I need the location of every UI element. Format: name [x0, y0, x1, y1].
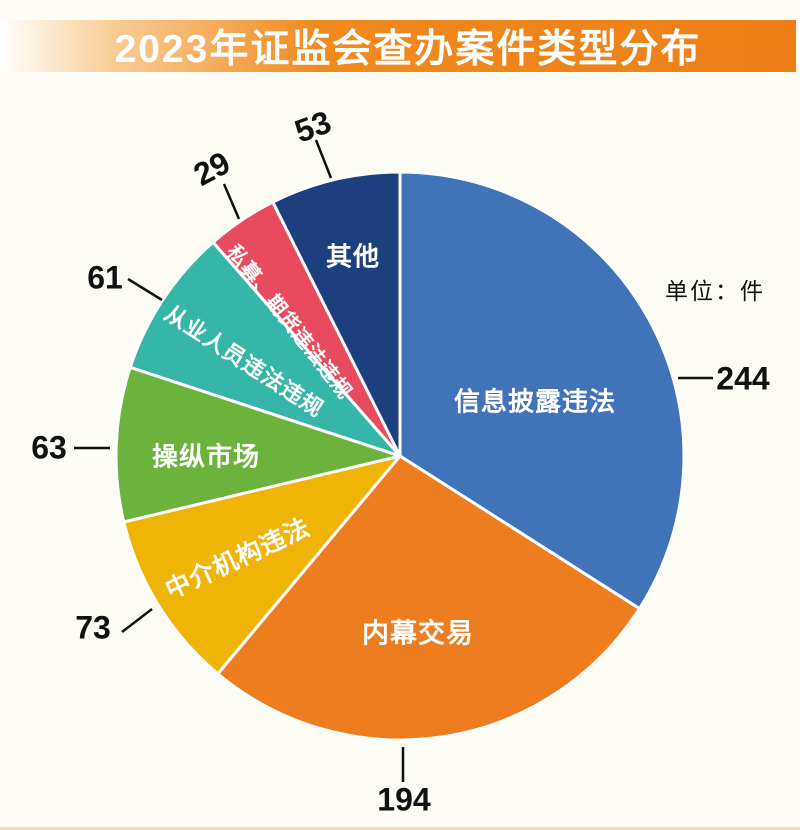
value-callout-practitioner-violation: 61 [87, 259, 123, 296]
leader-line [127, 277, 163, 302]
pie-slice-other [271, 170, 402, 458]
leader-line [222, 183, 241, 220]
value-callout-intermediary-violation: 73 [75, 609, 111, 646]
pie-label-other: 其他 [325, 241, 381, 272]
value-callout-market-manipulation: 63 [31, 429, 67, 466]
value-callout-information-disclosure: 244 [716, 360, 770, 397]
pie-label-information-disclosure: 信息披露违法 [453, 386, 617, 417]
leader-line [121, 608, 153, 633]
leader-line [314, 139, 333, 179]
pie-label-market-manipulation: 操纵市场 [151, 441, 261, 472]
pie-label-insider-trading: 内幕交易 [362, 618, 474, 649]
title-banner: 2023年证监会查办案件类型分布 [0, 20, 796, 72]
pie-slice-insider-trading [216, 454, 641, 742]
pie-slice-intermediary-violation [122, 454, 402, 676]
unit-note: 单位：件 [665, 278, 765, 304]
value-callout-insider-trading: 194 [377, 781, 431, 818]
footer-accent-line [0, 827, 800, 830]
chart-title: 2023年证监会查办案件类型分布 [114, 28, 702, 71]
pie-slice-practitioner-violation [128, 240, 402, 458]
pie-slice-market-manipulation [114, 365, 402, 524]
